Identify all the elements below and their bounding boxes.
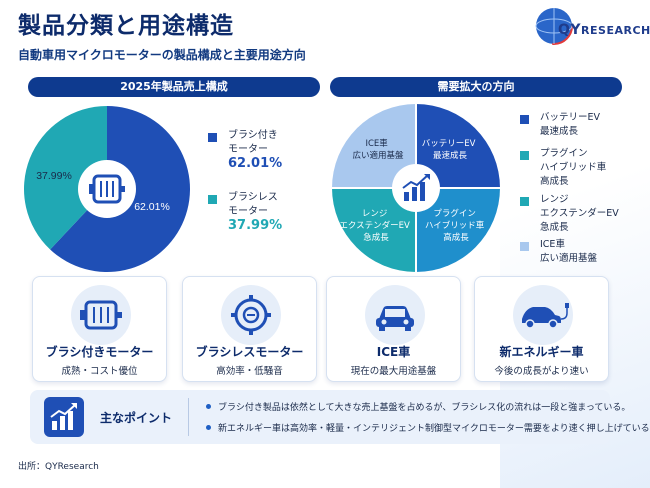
page-subtitle: 自動車用マイクロモーターの製品構成と主要用途方向 bbox=[18, 48, 306, 62]
quadrant-label-bev: バッテリーEV 最速成長 bbox=[422, 139, 478, 161]
key-points-box: 主なポイント ブラシ付き製品は依然として大きな売上基盤を占めるが、ブラシレス化の… bbox=[30, 390, 650, 444]
sales-pie-chart: 62.01% 37.99% bbox=[24, 106, 190, 272]
logo-wordmark: QYRESEARCH bbox=[558, 22, 650, 38]
card-title: ブラシ付きモーター bbox=[45, 345, 154, 359]
legend-swatch-erev bbox=[520, 197, 529, 206]
card-description: 高効率・低騒音 bbox=[216, 366, 283, 377]
slice-label-brushed: 62.01% bbox=[134, 201, 170, 213]
legend-brushless: ブラシレス モーター 37.99% bbox=[228, 192, 283, 233]
card-description: 現在の最大用途基盤 bbox=[350, 366, 437, 377]
card-ice-vehicle: ICE車 現在の最大用途基盤 bbox=[326, 276, 461, 382]
legend-phev: プラグイン ハイブリッド車 高成長 bbox=[540, 148, 607, 187]
slice-label-brushless: 37.99% bbox=[36, 170, 72, 182]
legend-bev: バッテリーEV 最速成長 bbox=[540, 112, 601, 137]
quadrant-label-phev: プラグイン ハイブリッド車 高成長 bbox=[425, 208, 487, 243]
card-brushed-motor: ブラシ付きモーター 成熟・コスト優位 bbox=[32, 276, 167, 382]
legend-swatch-brushed bbox=[208, 133, 217, 142]
source-note: 出所：QYResearch bbox=[18, 462, 99, 472]
legend-swatch-brushless bbox=[208, 195, 217, 204]
card-title: 新エネルギー車 bbox=[499, 345, 584, 359]
quadrant-phev bbox=[416, 188, 500, 272]
legend-ice: ICE車 広い適用基盤 bbox=[540, 239, 598, 264]
demand-direction-heading: 需要拡大の方向 bbox=[330, 77, 622, 97]
motor-icon bbox=[89, 174, 125, 204]
sales-composition-heading: 2025年製品売上構成 bbox=[28, 77, 320, 97]
card-brushless-motor: ブラシレスモーター 高効率・低騒音 bbox=[182, 276, 317, 382]
pie-slice-1 bbox=[24, 106, 108, 250]
quadrant-ice bbox=[332, 104, 416, 188]
divider bbox=[188, 398, 189, 436]
legend-swatch-phev bbox=[520, 151, 529, 160]
key-points-label: 主なポイント bbox=[100, 411, 173, 425]
legend-swatch-ice bbox=[520, 242, 529, 251]
quadrant-label-ice: ICE車 広い適用基盤 bbox=[352, 138, 404, 161]
car-icon bbox=[365, 285, 425, 345]
key-point-item: 新エネルギー車は高効率・軽量・インテリジェント制御型マイクロモーター需要をより速… bbox=[218, 424, 650, 434]
brushless-motor-icon bbox=[221, 285, 281, 345]
growth-chart-icon bbox=[44, 397, 84, 437]
key-point-item: ブラシ付き製品は依然として大きな売上基盤を占めるが、ブラシレス化の流れは一段と強… bbox=[218, 403, 631, 413]
legend-brushed: ブラシ付き モーター 62.01% bbox=[228, 130, 283, 171]
bullet-icon bbox=[206, 404, 211, 409]
legend-swatch-bev bbox=[520, 115, 529, 124]
quadrant-erev bbox=[332, 188, 416, 272]
motor-icon bbox=[71, 285, 131, 345]
qyresearch-logo bbox=[535, 7, 573, 45]
card-nev: 新エネルギー車 今後の成長がより速い bbox=[474, 276, 609, 382]
page-title: 製品分類と用途構造 bbox=[18, 13, 234, 39]
legend-erev: レンジ エクステンダーEV 急成長 bbox=[540, 194, 619, 233]
card-description: 今後の成長がより速い bbox=[494, 366, 589, 377]
quadrant-bev bbox=[416, 104, 500, 188]
card-description: 成熟・コスト優位 bbox=[61, 366, 138, 377]
ev-car-icon bbox=[513, 285, 573, 345]
card-title: ブラシレスモーター bbox=[195, 345, 304, 359]
growth-chart-icon bbox=[402, 174, 430, 201]
quadrant-label-erev: レンジ エクステンダーEV 急成長 bbox=[339, 209, 412, 243]
card-title: ICE車 bbox=[376, 345, 411, 359]
bullet-icon bbox=[206, 425, 211, 430]
demand-quadrant-diagram: バッテリーEV 最速成長 プラグイン ハイブリッド車 高成長 レンジ エクステン… bbox=[332, 104, 500, 272]
